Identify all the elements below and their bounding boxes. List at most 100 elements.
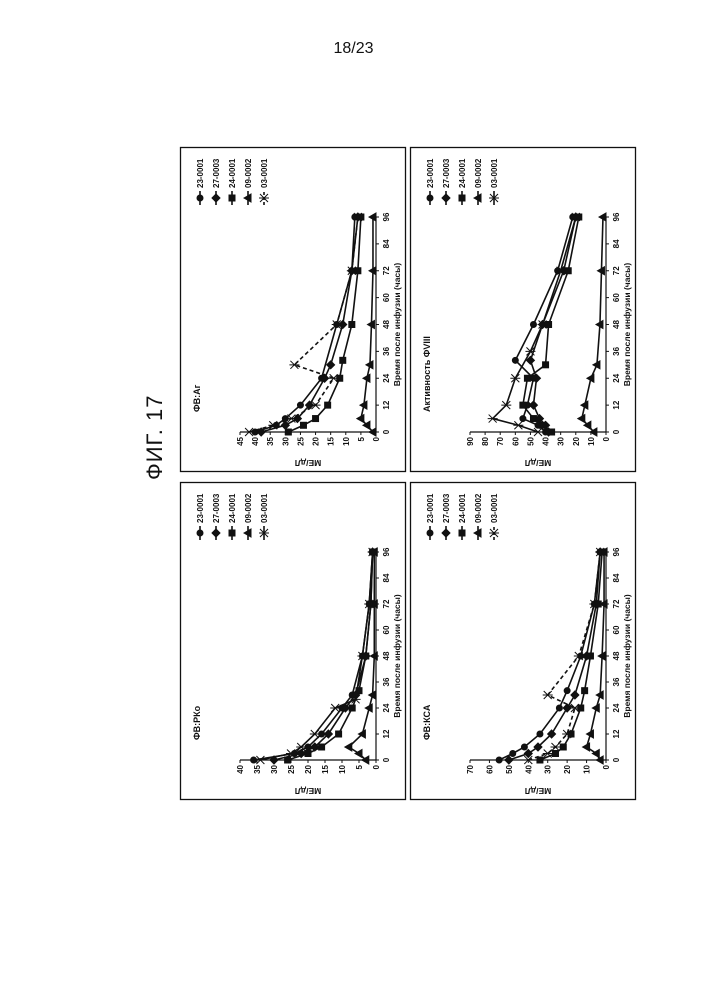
legend-label: 24-0001	[458, 493, 467, 523]
data-point	[543, 362, 549, 368]
y-axis-label: МЕ/дЛ	[525, 786, 552, 796]
legend-label: 23-0001	[426, 493, 435, 523]
x-tick-label: 36	[612, 346, 621, 355]
data-point	[556, 705, 562, 711]
series-24-0001	[537, 549, 605, 763]
data-point	[319, 744, 325, 750]
legend-label: 24-0001	[228, 493, 237, 523]
x-tick-label: 84	[382, 239, 391, 248]
plot-group: 01224364860728496051015202530354045Время…	[192, 158, 402, 468]
series-23-0001	[251, 549, 376, 763]
data-point	[313, 416, 319, 422]
data-point	[510, 374, 520, 382]
x-tick-label: 48	[612, 651, 621, 660]
series-line	[530, 217, 575, 432]
legend-label: 09-0002	[474, 158, 483, 188]
y-tick-label: 70	[466, 764, 475, 773]
x-tick-label: 24	[382, 703, 391, 712]
chart-panel-3: 01224364860728496010203040506070Время по…	[410, 482, 636, 800]
y-tick-label: 30	[270, 764, 279, 773]
data-point	[578, 415, 585, 423]
data-point	[587, 653, 593, 659]
data-point	[530, 416, 536, 422]
series-line	[260, 552, 372, 760]
data-point	[297, 402, 303, 408]
data-point	[533, 428, 543, 436]
x-tick-label: 84	[612, 239, 621, 248]
x-tick-label: 60	[382, 625, 391, 634]
y-tick-label: 0	[372, 436, 381, 441]
y-tick-label: 0	[602, 764, 611, 769]
y-tick-label: 10	[338, 764, 347, 773]
legend-label: 23-0001	[196, 493, 205, 523]
x-tick-label: 36	[382, 346, 391, 355]
legend: 23-000127-000324-000109-000203-0001	[196, 493, 269, 540]
x-tick-label: 72	[382, 599, 391, 608]
legend-marker	[427, 195, 433, 201]
x-tick-label: 96	[612, 547, 621, 556]
data-point	[310, 730, 320, 738]
data-point	[543, 691, 553, 699]
chart-panel-2: 01224364860728496051015202530354045Время…	[180, 147, 406, 472]
x-tick-label: 96	[382, 212, 391, 221]
legend-label: 24-0001	[228, 158, 237, 188]
y-tick-label: 35	[266, 436, 275, 445]
x-tick-label: 12	[612, 729, 621, 738]
y-tick-label: 10	[342, 436, 351, 445]
legend-marker	[212, 194, 220, 202]
x-tick-label: 36	[382, 677, 391, 686]
data-point	[549, 429, 555, 435]
data-point	[512, 357, 518, 363]
data-point	[521, 744, 527, 750]
legend-marker	[427, 530, 433, 536]
y-tick-label: 30	[544, 764, 553, 773]
plot-group: 012243648607284960510152025303540Время п…	[192, 493, 402, 796]
data-point	[524, 375, 530, 381]
data-point	[496, 757, 502, 763]
x-axis-label: Время после инфузии (часы)	[392, 594, 402, 718]
x-tick-label: 24	[612, 703, 621, 712]
y-tick-label: 40	[251, 436, 260, 445]
panel-title: ФВ:РКо	[192, 705, 202, 740]
legend-marker	[489, 529, 499, 537]
y-tick-label: 25	[287, 764, 296, 773]
legend-label: 03-0001	[490, 158, 499, 188]
y-tick-label: 0	[372, 764, 381, 769]
data-point	[564, 688, 570, 694]
x-tick-label: 60	[382, 293, 391, 302]
data-point	[327, 361, 335, 369]
x-tick-label: 48	[382, 651, 391, 660]
data-point	[582, 688, 588, 694]
legend-marker	[442, 194, 450, 202]
legend-marker	[229, 195, 235, 201]
data-point	[285, 757, 291, 763]
y-tick-label: 15	[321, 764, 330, 773]
x-tick-label: 0	[612, 429, 621, 434]
x-tick-label: 96	[612, 212, 621, 221]
legend-marker	[459, 530, 465, 536]
chart-panel-4: 012243648607284960102030405060708090Врем…	[410, 147, 636, 472]
x-tick-label: 96	[382, 547, 391, 556]
data-point	[529, 401, 537, 409]
legend-label: 27-0003	[442, 158, 451, 188]
data-point	[311, 401, 321, 409]
x-tick-label: 0	[382, 429, 391, 434]
legend-label: 27-0003	[442, 493, 451, 523]
y-tick-label: 45	[236, 436, 245, 445]
data-point	[562, 730, 572, 738]
data-point	[357, 415, 364, 423]
data-point	[305, 751, 311, 757]
y-tick-label: 10	[587, 436, 596, 445]
data-point	[510, 751, 516, 757]
legend-label: 09-0002	[244, 493, 253, 523]
x-axis-label: Время после инфузии (часы)	[622, 594, 632, 718]
y-tick-label: 40	[524, 764, 533, 773]
x-tick-label: 48	[382, 320, 391, 329]
y-tick-label: 25	[296, 436, 305, 445]
data-point	[285, 429, 291, 435]
series-line	[254, 552, 373, 760]
legend-label: 23-0001	[426, 158, 435, 188]
data-point	[520, 402, 526, 408]
y-tick-label: 40	[542, 436, 551, 445]
legend-label: 27-0003	[212, 158, 221, 188]
